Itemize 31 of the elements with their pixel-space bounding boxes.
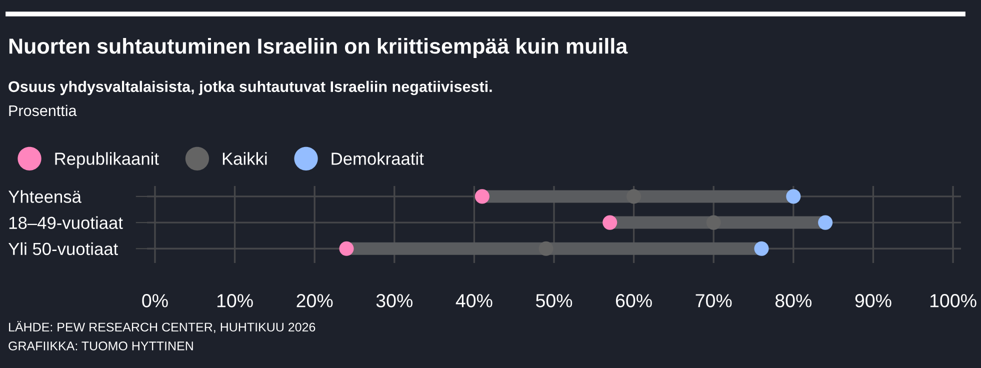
x-tick-label: 40% [456,294,492,308]
x-tick-label: 80% [775,294,812,308]
x-tick-label: 70% [696,294,732,308]
x-tick-label: 10% [217,294,253,308]
point [754,241,769,256]
text: LÄHDE: PEW RESEARCH CENTER, HUHTIKUU 2026 [9,320,316,334]
point [818,215,833,230]
point [626,189,642,204]
x-tick-label: 30% [376,294,412,308]
x-tick-label: 100% [930,294,976,308]
x-tick-label: 60% [616,294,652,308]
y-tick-label: 18–49-vuotiaat [9,216,123,230]
text: GRAFIIKKA: TUOMO HYTTINEN [8,342,193,350]
legend-label: Demokraatit [332,152,424,165]
x-tick-label: 20% [296,294,333,308]
x-tick-label: 90% [855,294,892,308]
point [786,189,801,204]
x-tick-label: 50% [536,294,572,308]
x-axis-title: Prosenttia [9,104,77,116]
y-tick-label: Yli 50-vuotiaat [8,242,118,256]
y-tick-label: Yhteensä [8,190,82,203]
chart-subtitle: Osuus yhdysvaltalaisista, jotka suhtautuvat Israeliin negatiivisesti. [8,80,492,96]
point [339,241,354,256]
x-tick-label: 0% [142,294,168,308]
legend-label: Republikaanit [55,152,159,168]
point [474,189,490,204]
point [538,241,554,256]
legend-label: Kaikki [222,152,267,165]
point [602,215,618,230]
chart-title: Nuorten suhtautuminen Israeliin on kriittisempää kuin muilla [9,38,628,58]
point [706,215,721,230]
